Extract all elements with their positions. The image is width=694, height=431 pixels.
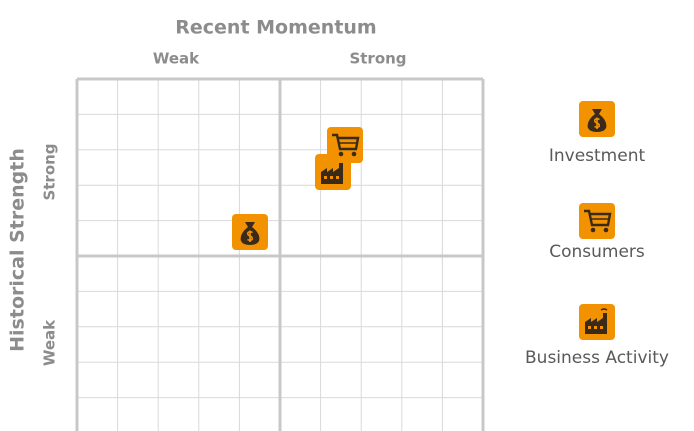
legend-icon-investment <box>579 101 615 137</box>
grid <box>75 77 485 431</box>
legend-icon-consumers <box>579 203 615 239</box>
y-label-weak: Weak <box>41 319 59 366</box>
legend-label: Investment <box>549 146 646 166</box>
y-axis-title: Historical Strength <box>7 148 29 352</box>
legend-label: Business Activity <box>525 348 669 368</box>
consumers-marker <box>327 127 363 163</box>
x-label-weak: Weak <box>153 50 200 68</box>
legend-label: Consumers <box>549 242 645 262</box>
legend-icon-business <box>579 304 615 340</box>
x-axis-title: Recent Momentum <box>175 17 376 39</box>
y-label-strong: Strong <box>41 143 59 200</box>
investment-marker <box>232 214 268 250</box>
x-label-strong: Strong <box>349 50 406 68</box>
